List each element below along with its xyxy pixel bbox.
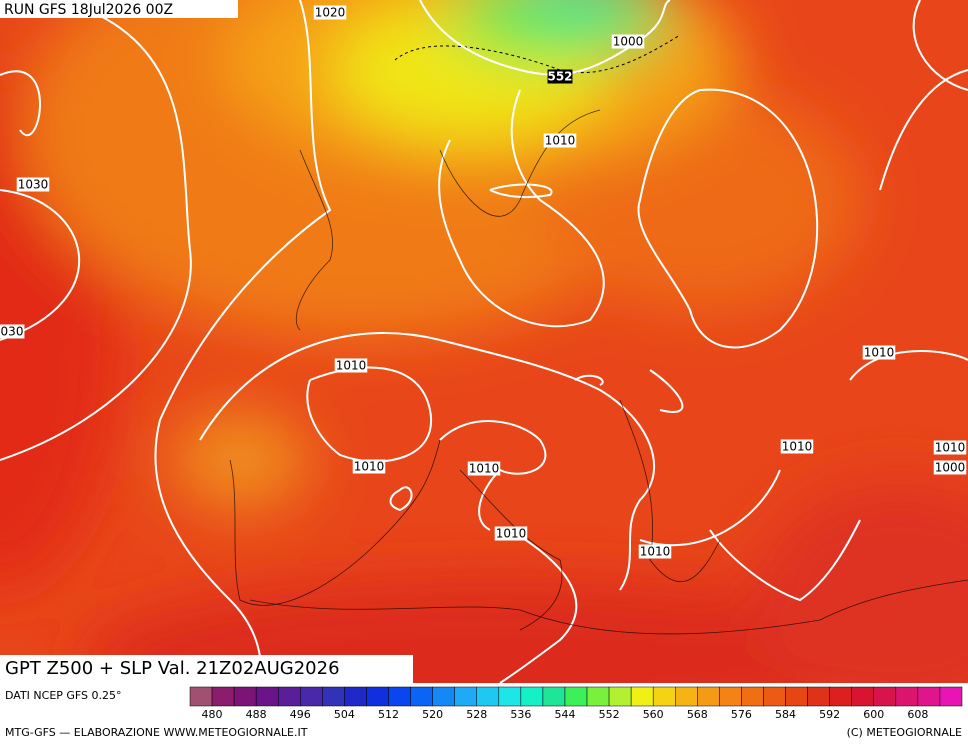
colorbar-swatch xyxy=(432,686,455,707)
isobar-label: 1000 xyxy=(935,461,966,475)
label-background xyxy=(494,526,528,541)
colorbar-label: 544 xyxy=(554,708,575,721)
label-background xyxy=(313,5,347,20)
colorbar-label: 608 xyxy=(907,708,928,721)
colorbar-label: 584 xyxy=(775,708,796,721)
colorbar-swatch xyxy=(895,686,919,707)
colorbar-label: 496 xyxy=(290,708,311,721)
colorbar-label: 600 xyxy=(863,708,884,721)
isobar-label: 1010 xyxy=(336,359,367,373)
label-background xyxy=(611,34,645,49)
label-background xyxy=(352,459,386,474)
isobar-label: 1010 xyxy=(545,134,576,148)
colorbar-label: 504 xyxy=(334,708,355,721)
run-label: RUN GFS 18Jul2026 00Z xyxy=(4,2,173,18)
label-background xyxy=(638,544,672,559)
colorbar-swatch xyxy=(388,686,411,707)
colorbar-swatch xyxy=(498,686,522,707)
colorbar-swatch xyxy=(719,686,742,707)
map-title: GPT Z500 + SLP Val. 21Z02AUG2026 xyxy=(5,658,340,679)
label-background xyxy=(780,439,814,454)
coastlines xyxy=(229,109,968,635)
colorbar-swatch xyxy=(851,686,875,707)
colorbar-swatch xyxy=(344,686,367,707)
colorbar-swatch xyxy=(189,686,213,707)
isobar-label: 030 xyxy=(1,325,24,339)
label-background xyxy=(16,177,50,192)
colorbar: 480 488 496 504 512 520 528 536 544 552 560 568 576 5… xyxy=(189,686,963,721)
colorbar-label: 488 xyxy=(246,708,267,721)
colorbar-swatch xyxy=(300,686,323,707)
colorbar-swatch xyxy=(763,686,786,707)
colorbar-swatch xyxy=(454,686,477,707)
label-background xyxy=(933,440,967,455)
colorbar-label: 480 xyxy=(202,708,223,721)
colorbar-swatch xyxy=(785,686,808,707)
label-background xyxy=(334,358,368,373)
colorbar-label: 536 xyxy=(510,708,531,721)
colorbar-swatch xyxy=(233,686,257,707)
colorbar-swatch xyxy=(586,686,610,707)
label-background xyxy=(0,324,25,339)
label-background xyxy=(543,133,577,148)
isobar-label: 1030 xyxy=(18,178,49,192)
isobar-label: 1010 xyxy=(496,527,527,541)
colorbar-label: 576 xyxy=(731,708,752,721)
colorbar-swatch xyxy=(410,686,433,707)
colorbar-swatch xyxy=(939,686,963,707)
colorbar-swatch xyxy=(322,686,345,707)
label-background xyxy=(547,69,573,84)
isobar-label: 552 xyxy=(547,70,572,84)
label-background xyxy=(862,345,896,360)
colorbar-swatch xyxy=(366,686,389,707)
label-background xyxy=(933,460,967,475)
colorbar-label: 568 xyxy=(687,708,708,721)
isobar-label: 1010 xyxy=(782,440,813,454)
colorbar-swatch xyxy=(652,686,676,707)
isobar-label: 1000 xyxy=(613,35,644,49)
isobar-label: 1020 xyxy=(315,6,346,20)
colorbar-swatch xyxy=(608,686,632,707)
colorbar-swatch xyxy=(697,686,720,707)
isobar-label: 1010 xyxy=(469,462,500,476)
colorbar-swatch xyxy=(520,686,544,707)
colorbar-swatch xyxy=(807,686,830,707)
colorbar-swatch xyxy=(211,686,235,707)
colorbar-swatch xyxy=(829,686,852,707)
colorbar-swatch xyxy=(873,686,897,707)
isobars xyxy=(0,0,968,683)
colorbar-swatch xyxy=(542,686,566,707)
colorbar-swatch xyxy=(564,686,588,707)
data-source: DATI NCEP GFS 0.25° xyxy=(5,689,122,702)
isobar-label: 1010 xyxy=(354,460,385,474)
colorbar-label: 560 xyxy=(643,708,664,721)
colorbar-label: 512 xyxy=(378,708,399,721)
colorbar-label: 528 xyxy=(466,708,487,721)
colorbar-swatch xyxy=(255,686,279,707)
colorbar-label: 552 xyxy=(599,708,620,721)
colorbar-swatch xyxy=(675,686,698,707)
colorbar-swatch xyxy=(277,686,301,707)
copyright: (C) METEOGIORNALE xyxy=(847,726,962,739)
colorbar-swatch xyxy=(476,686,500,707)
colorbar-label: 592 xyxy=(819,708,840,721)
isobar-label: 1010 xyxy=(935,441,966,455)
colorbar-swatch xyxy=(630,686,654,707)
colorbar-swatch xyxy=(741,686,764,707)
colorbar-swatch xyxy=(917,686,941,707)
credit: MTG-GFS — ELABORAZIONE WWW.METEOGIORNALE… xyxy=(5,726,308,739)
isobar-label: 1010 xyxy=(864,346,895,360)
colorbar-label: 520 xyxy=(422,708,443,721)
isobar-label: 1010 xyxy=(640,545,671,559)
label-background xyxy=(467,461,501,476)
